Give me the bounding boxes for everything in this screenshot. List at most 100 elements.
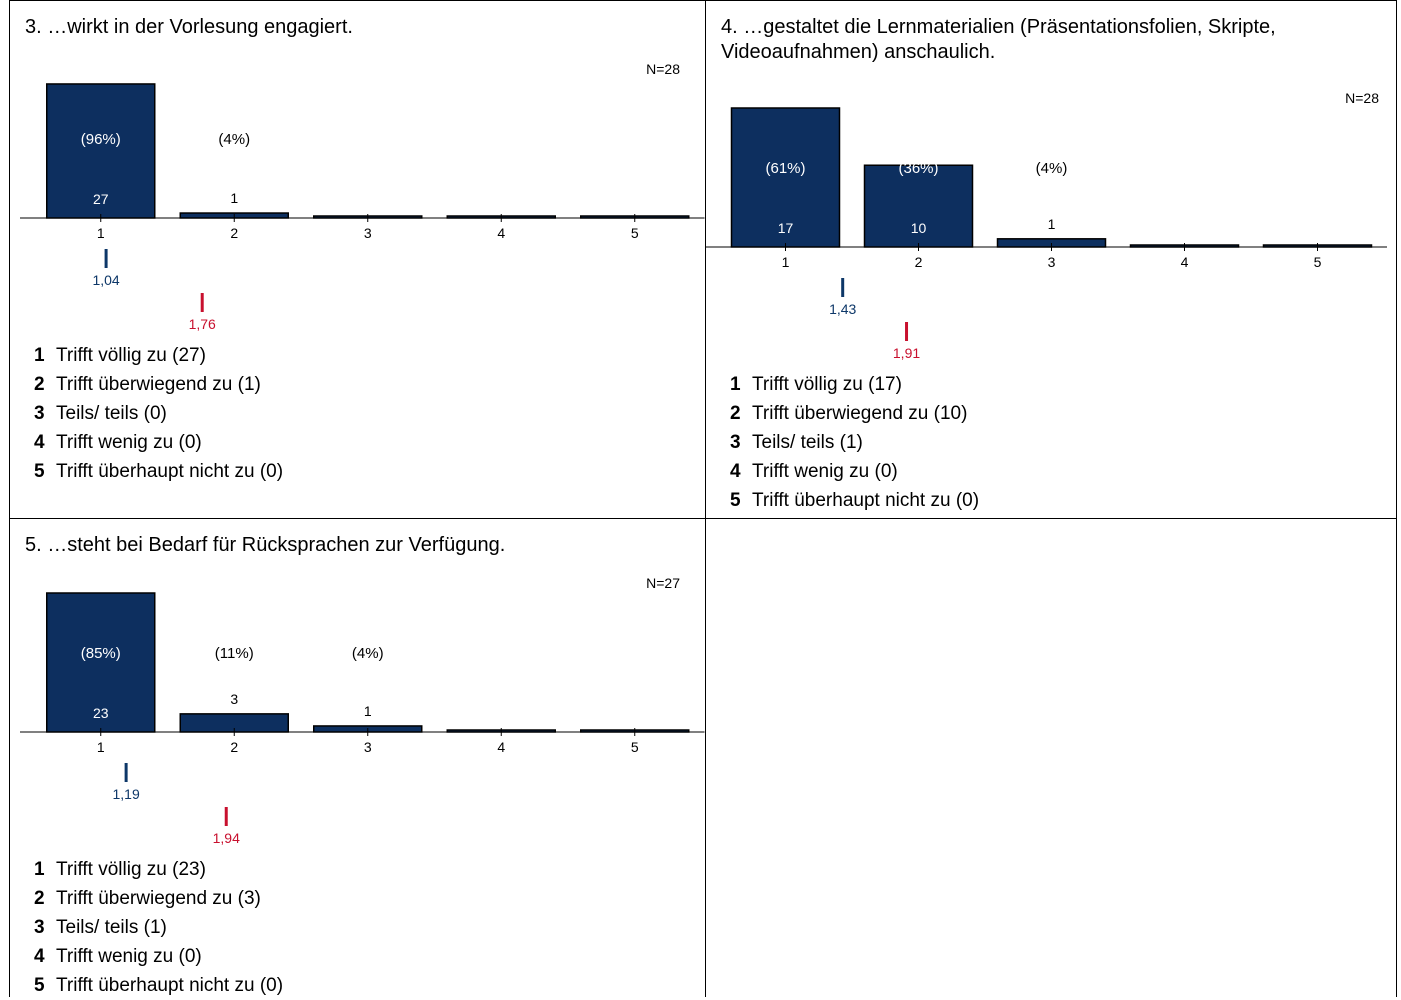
percent-label: (36%) xyxy=(898,160,938,177)
legend-text: Trifft überhaupt nicht zu (0) xyxy=(56,975,284,996)
percent-label: (4%) xyxy=(218,131,250,148)
question-title: 3. …wirkt in der Vorlesung engagiert. xyxy=(25,16,353,38)
legend-text: Teils/ teils (0) xyxy=(56,403,167,424)
mean-label: 1,04 xyxy=(92,272,119,288)
bar-1 xyxy=(730,107,841,248)
value-label: 1 xyxy=(230,190,238,206)
x-tick-label: 3 xyxy=(1048,254,1056,270)
legend-text: Trifft überwiegend zu (3) xyxy=(56,888,261,909)
question-title: 5. …steht bei Bedarf für Rücksprachen zu… xyxy=(25,534,506,556)
legend-text: Trifft überhaupt nicht zu (0) xyxy=(752,490,980,511)
x-tick-label: 4 xyxy=(1181,254,1189,270)
legend-text: Trifft überhaupt nicht zu (0) xyxy=(56,461,284,482)
mean-label: 1,43 xyxy=(829,301,856,317)
legend-item: 3 Teils/ teils (1) xyxy=(34,913,283,942)
x-tick-label: 2 xyxy=(230,739,238,755)
bar-2 xyxy=(863,164,974,248)
legend-number: 5 xyxy=(34,975,45,996)
n-label: N=28 xyxy=(1345,90,1379,106)
legend-item: 2 Trifft überwiegend zu (1) xyxy=(34,370,283,399)
legend-number: 4 xyxy=(34,432,45,453)
x-tick-label: 2 xyxy=(230,225,238,241)
legend-number: 1 xyxy=(34,345,45,366)
legend-text: Teils/ teils (1) xyxy=(56,917,167,938)
legend-number: 4 xyxy=(34,946,45,967)
legend-text: Trifft völlig zu (27) xyxy=(56,345,206,366)
legend-number: 5 xyxy=(730,490,741,511)
legend: 1 Trifft völlig zu (23) 2 Trifft überwiegen… xyxy=(34,855,283,1000)
legend-item: 5 Trifft überhaupt nicht zu (0) xyxy=(34,457,283,486)
n-label: N=27 xyxy=(646,575,680,591)
legend-text: Trifft überwiegend zu (1) xyxy=(56,374,261,395)
value-label: 17 xyxy=(778,220,794,236)
x-tick-label: 5 xyxy=(1314,254,1322,270)
x-tick-label: 3 xyxy=(364,739,372,755)
legend-text: Trifft wenig zu (0) xyxy=(752,461,898,482)
x-tick-label: 4 xyxy=(497,225,505,241)
legend-text: Trifft völlig zu (17) xyxy=(752,374,902,395)
x-tick-label: 4 xyxy=(497,739,505,755)
legend: 1 Trifft völlig zu (17) 2 Trifft überwiegen… xyxy=(730,370,979,515)
legend-item: 1 Trifft völlig zu (23) xyxy=(34,855,283,884)
legend-text: Trifft völlig zu (23) xyxy=(56,859,206,880)
legend-number: 1 xyxy=(34,859,45,880)
reference-mean-label: 1,91 xyxy=(893,345,920,361)
value-label: 10 xyxy=(911,220,927,236)
legend-item: 3 Teils/ teils (0) xyxy=(34,399,283,428)
legend-number: 2 xyxy=(34,888,45,909)
legend-item: 5 Trifft überhaupt nicht zu (0) xyxy=(730,486,979,515)
question-title: 4. …gestaltet die Lernmaterialien (Präse… xyxy=(721,16,1276,63)
value-label: 1 xyxy=(1048,216,1056,232)
bar-1 xyxy=(46,592,156,733)
bar-chart-question-5: N=271 2 3 4 5(85%)23(11%)3(4%)11,191,94 xyxy=(20,575,705,846)
x-tick-label: 1 xyxy=(97,739,105,755)
legend-text: Trifft wenig zu (0) xyxy=(56,946,202,967)
percent-label: (4%) xyxy=(352,645,384,662)
legend-number: 2 xyxy=(730,403,741,424)
question-panel-5: 5. …steht bei Bedarf für Rücksprachen zu… xyxy=(9,518,706,997)
value-label: 1 xyxy=(364,703,372,719)
legend-item: 2 Trifft überwiegend zu (10) xyxy=(730,399,979,428)
x-tick-label: 1 xyxy=(97,225,105,241)
x-tick-label: 5 xyxy=(631,739,639,755)
legend-item: 4 Trifft wenig zu (0) xyxy=(34,428,283,457)
x-tick-label: 3 xyxy=(364,225,372,241)
x-tick-label: 2 xyxy=(915,254,923,270)
bar-1 xyxy=(46,83,156,219)
bar-chart-question-4: N=28 1 2 3 4 5 (61%) 17 (36%) 10 (4%) 1 1,43 1,91 xyxy=(705,90,1387,361)
reference-mean-label: 1,76 xyxy=(189,316,216,332)
legend-text: Teils/ teils (1) xyxy=(752,432,863,453)
percent-label: (85%) xyxy=(81,645,121,662)
bar-chart-question-3: N=28 1 2 3 4 5 (96%) 27 (4%) 1 1,04 1,76 xyxy=(20,61,705,332)
percent-label: (61%) xyxy=(765,160,805,177)
reference-mean-label: 1,94 xyxy=(213,830,240,846)
legend-text: Trifft wenig zu (0) xyxy=(56,432,202,453)
percent-label: (4%) xyxy=(1036,160,1068,177)
percent-label: (11%) xyxy=(215,645,254,662)
x-tick-label: 5 xyxy=(631,225,639,241)
legend-number: 1 xyxy=(730,374,741,395)
legend-number: 5 xyxy=(34,461,45,482)
legend-number: 3 xyxy=(34,917,45,938)
legend-item: 1 Trifft völlig zu (27) xyxy=(34,341,283,370)
legend-text: Trifft überwiegend zu (10) xyxy=(752,403,968,424)
legend-number: 4 xyxy=(730,461,741,482)
legend-number: 3 xyxy=(34,403,45,424)
mean-label: 1,19 xyxy=(112,786,139,802)
value-label: 3 xyxy=(230,691,238,707)
question-panel-4: 4. …gestaltet die Lernmaterialien (Präse… xyxy=(705,0,1397,519)
legend-item: 3 Teils/ teils (1) xyxy=(730,428,979,457)
percent-label: (96%) xyxy=(81,131,121,148)
value-label: 23 xyxy=(93,705,109,721)
empty-panel xyxy=(705,518,1397,997)
value-label: 27 xyxy=(93,191,109,207)
legend-number: 3 xyxy=(730,432,741,453)
question-panel-3: 3. …wirkt in der Vorlesung engagiert. N=… xyxy=(9,0,706,519)
n-label: N=28 xyxy=(646,61,680,77)
legend: 1 Trifft völlig zu (27) 2 Trifft überwiegen… xyxy=(34,341,283,486)
legend-item: 1 Trifft völlig zu (17) xyxy=(730,370,979,399)
legend-item: 5 Trifft überhaupt nicht zu (0) xyxy=(34,971,283,1000)
legend-item: 4 Trifft wenig zu (0) xyxy=(730,457,979,486)
legend-number: 2 xyxy=(34,374,45,395)
